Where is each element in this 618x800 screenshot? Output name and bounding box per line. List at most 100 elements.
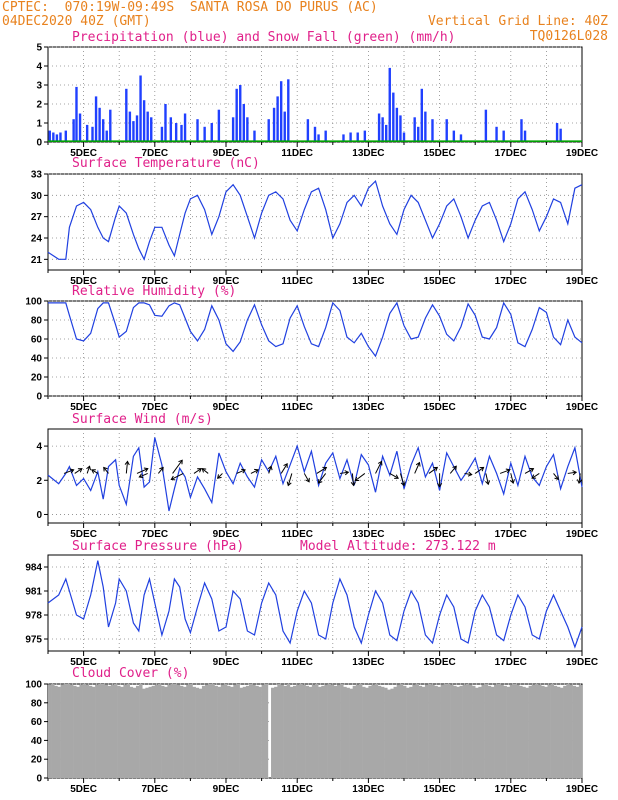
panel-title: Precipitation (blue) and Snow Fall (gree…	[72, 30, 456, 45]
wind-vector	[74, 468, 83, 474]
x-tick-label: 15DEC	[423, 148, 455, 159]
x-tick-label: 5DEC	[70, 276, 97, 287]
cloud-bar	[437, 686, 441, 778]
cloud-bar	[274, 686, 278, 778]
cloud-bar	[456, 686, 460, 778]
precip-bar	[272, 107, 276, 142]
series-line	[47, 560, 583, 649]
wind-arrowhead	[267, 465, 273, 471]
wind-vector	[318, 473, 327, 484]
cloud-bar	[343, 686, 347, 778]
panel-2	[44, 300, 583, 401]
panel-0	[44, 46, 583, 147]
wind-vector	[280, 463, 288, 474]
wind-arrowhead	[124, 460, 130, 466]
precip-bar	[381, 117, 384, 142]
wind-arrowhead	[317, 479, 323, 484]
x-tick-label: 19DEC	[566, 784, 598, 795]
wind-arrowhead	[283, 463, 288, 468]
x-tick-label: 15DEC	[423, 657, 455, 668]
wind-vector	[414, 462, 420, 474]
cloud-bar	[371, 684, 375, 778]
wind-vector	[553, 473, 559, 480]
cloud-bar	[424, 684, 429, 778]
cloud-bar	[450, 684, 454, 778]
x-tick-label: 13DEC	[352, 402, 384, 413]
x-tick-label: 19DEC	[566, 402, 598, 413]
cloud-bar	[569, 684, 573, 778]
cloud-bar	[66, 684, 71, 778]
cloud-bar	[154, 684, 159, 778]
x-tick-label: 9DEC	[213, 148, 240, 159]
series-line	[48, 301, 583, 358]
precip-bar	[55, 134, 59, 142]
panel-frame	[47, 428, 583, 524]
wind-vector	[103, 467, 109, 474]
precip-bar	[109, 109, 112, 142]
precip-bar	[413, 117, 416, 142]
x-tick-label: 5DEC	[70, 657, 97, 668]
y-tick-label: 975	[25, 635, 42, 646]
cloud-bar	[550, 684, 555, 778]
wind-vector	[193, 468, 202, 474]
precip-bar	[180, 124, 183, 142]
y-tick-label: 978	[25, 611, 42, 622]
cloud-bar	[321, 685, 325, 778]
cloud-bar	[531, 684, 536, 778]
cloud-bar	[142, 688, 146, 778]
cloud-bar	[556, 686, 561, 778]
cloud-bar	[173, 684, 178, 778]
y-tick-label: 0	[36, 138, 42, 149]
cloud-bar	[54, 685, 58, 778]
wind-vector	[91, 469, 99, 474]
cloud-bar	[544, 686, 548, 778]
precip-bar	[94, 96, 98, 142]
cloud-bar	[512, 684, 517, 778]
wind-arrowhead	[576, 479, 582, 484]
wind-arrowhead	[572, 470, 578, 476]
precip-bar	[196, 119, 199, 142]
precip-bar	[72, 119, 75, 142]
cloud-bar	[478, 686, 482, 778]
cloud-bar	[157, 684, 162, 778]
panel-5	[44, 683, 583, 783]
precip-bar	[267, 119, 270, 142]
cloud-bar	[170, 684, 174, 778]
wind-vector	[268, 466, 272, 474]
cloud-bar	[264, 684, 269, 778]
cloud-bar	[82, 684, 86, 778]
y-tick-label: 0	[36, 774, 42, 785]
x-tick-label: 7DEC	[141, 402, 168, 413]
panel-title: Surface Wind (m/s)	[72, 412, 213, 427]
cloud-bar	[117, 685, 121, 778]
precip-bar	[239, 85, 242, 142]
cloud-bar	[223, 684, 228, 778]
wind-arrowhead	[305, 477, 310, 483]
header-station: CPTEC: 070:19W-09:49S SANTA ROSA DO PURU…	[2, 0, 378, 15]
x-tick-label: 9DEC	[213, 529, 240, 540]
cloud-bar	[541, 685, 545, 778]
wind-vector	[389, 473, 399, 479]
header-model-id: TQ0126L028	[529, 29, 608, 44]
cloud-bar	[186, 684, 190, 778]
wind-vector	[157, 467, 164, 474]
x-tick-label: 11DEC	[281, 657, 313, 668]
cloud-bar	[283, 685, 288, 778]
y-tick-label: 4	[36, 62, 42, 73]
wind-vector	[474, 467, 484, 474]
x-tick-label: 7DEC	[141, 148, 168, 159]
y-tick-label: 27	[31, 212, 43, 223]
precip-bar	[91, 126, 94, 142]
cloud-bar	[393, 686, 397, 778]
cloud-bar	[110, 684, 115, 778]
precip-bar	[317, 134, 320, 142]
wind-arrowhead	[254, 468, 259, 474]
wind-arrowhead	[197, 468, 202, 473]
precip-bar	[75, 86, 78, 142]
x-tick-label: 13DEC	[352, 529, 384, 540]
cloud-bar	[349, 688, 353, 778]
precip-bar	[48, 130, 51, 142]
cloud-bar	[132, 687, 137, 778]
cloud-bar	[481, 684, 485, 778]
cloud-bar	[358, 684, 363, 778]
